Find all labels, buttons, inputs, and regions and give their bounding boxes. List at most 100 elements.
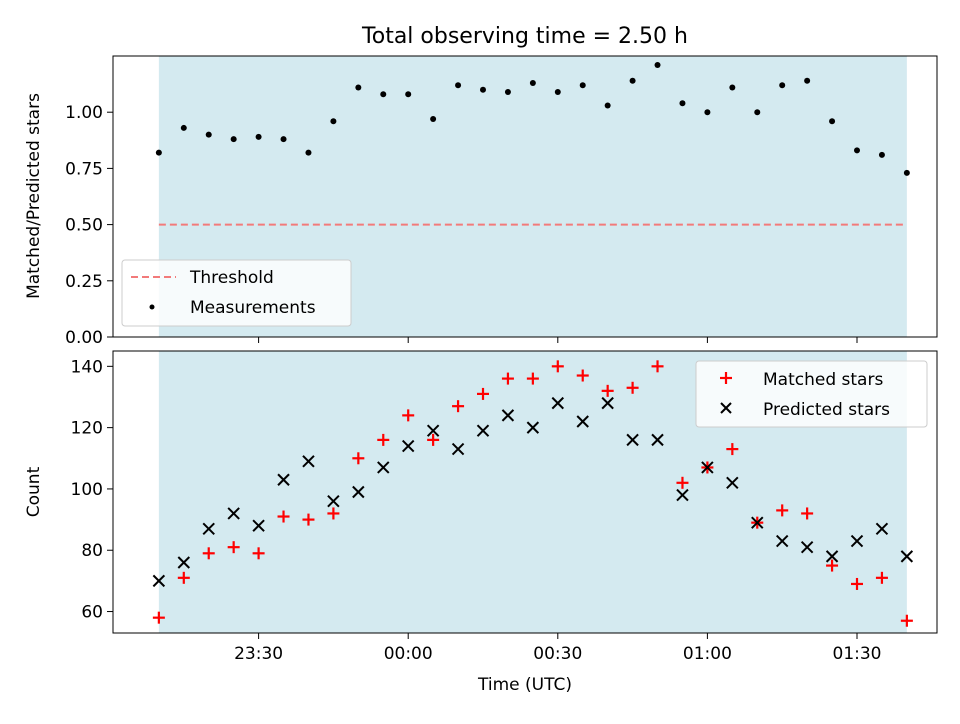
measurement-point	[804, 77, 811, 84]
measurement-point	[504, 88, 511, 95]
predicted-star-point	[701, 461, 714, 474]
predicted-star-point	[775, 534, 789, 548]
measurement-point	[180, 124, 187, 131]
measurement-point	[305, 149, 312, 156]
measurement-point	[554, 88, 561, 95]
predicted-star-point	[451, 442, 465, 456]
matched-star-point	[227, 541, 240, 554]
y-tick-label: 60	[81, 603, 103, 623]
legend-measurements-label: Measurements	[190, 298, 316, 318]
measurements-legend-swatch	[149, 304, 155, 310]
measurement-point	[480, 86, 486, 93]
predicted-star-point	[875, 522, 889, 535]
matched-star-point	[302, 513, 315, 526]
matched-star-point	[726, 443, 739, 456]
bottom-plot-frame	[112, 350, 938, 634]
x-tick-label: 01:00	[683, 644, 732, 664]
measurement-point	[729, 84, 736, 91]
predicted-star-point	[302, 455, 315, 468]
measurement-point	[280, 136, 287, 143]
predicted-star-point	[526, 421, 540, 434]
matched-star-point	[277, 510, 290, 523]
matched-star-point	[801, 507, 814, 520]
chart-title: Total observing time = 2.50 h	[361, 24, 688, 49]
predicted-star-point	[327, 494, 340, 508]
y-tick-label: 140	[71, 357, 103, 377]
predicted-star-point	[476, 424, 490, 437]
matched-legend-swatch	[720, 372, 732, 384]
x-axis-label: Time (UTC)	[477, 675, 572, 695]
matched-star-point	[651, 360, 664, 373]
matched-star-point	[352, 452, 365, 465]
matched-star-point	[501, 372, 514, 385]
predicted-star-point	[726, 476, 739, 490]
top-legend-box	[121, 259, 352, 327]
measurement-point	[654, 61, 661, 68]
matched-star-point	[826, 559, 839, 572]
measurement-point	[529, 79, 536, 86]
predicted-star-point	[377, 461, 390, 474]
predicted-star-point	[252, 519, 265, 532]
predicted-star-point	[601, 396, 614, 410]
measurement-point	[455, 82, 462, 89]
x-tick-label: 23:30	[234, 644, 283, 664]
predicted-star-point	[551, 396, 565, 410]
predicted-star-point	[177, 556, 191, 569]
predicted-star-point	[426, 424, 440, 437]
measurement-point	[629, 77, 636, 84]
x-tick-label: 00:30	[533, 644, 582, 664]
y-tick-label: 80	[81, 541, 103, 561]
measurement-point	[903, 169, 910, 176]
matched-star-point	[252, 547, 265, 560]
measurement-point	[230, 136, 237, 143]
predicted-star-point	[277, 473, 290, 486]
matched-star-point	[526, 372, 539, 385]
predicted-star-point	[651, 433, 664, 447]
y-tick-label: 0.25	[65, 272, 103, 292]
measurement-point	[405, 91, 412, 98]
predicted-star-point	[202, 522, 215, 535]
legend-threshold-label: Threshold	[189, 268, 274, 288]
matched-star-point	[851, 577, 863, 590]
matched-star-point	[626, 381, 639, 394]
matched-star-point	[576, 369, 589, 382]
measurement-point	[155, 149, 162, 156]
matched-star-point	[551, 360, 564, 373]
y-tick-label: 1.00	[65, 103, 103, 123]
y-tick-label: 100	[71, 480, 103, 500]
top-plot-frame	[112, 55, 938, 338]
matched-star-point	[377, 433, 390, 446]
predicted-star-point	[401, 439, 415, 453]
predicted-star-point	[576, 415, 589, 428]
measurement-point	[205, 131, 212, 138]
matched-star-point	[202, 547, 215, 560]
x-tick-label: 00:00	[384, 644, 433, 664]
y-tick-label: 0.50	[65, 216, 103, 236]
predicted-star-point	[152, 574, 166, 588]
matched-star-point	[427, 433, 440, 446]
matched-star-point	[601, 384, 614, 397]
top-y-axis-label: Matched/Predicted stars	[24, 93, 44, 299]
measurement-point	[754, 109, 761, 116]
matched-star-point	[776, 504, 789, 517]
predicted-star-point	[676, 488, 689, 502]
x-tick-label: 01:30	[833, 644, 882, 664]
y-tick-label: 0.00	[65, 328, 103, 348]
measurement-point	[878, 151, 885, 158]
y-tick-label: 120	[71, 419, 103, 439]
measurement-point	[579, 82, 586, 89]
matched-star-point	[152, 611, 165, 624]
predicted-star-point	[900, 550, 914, 563]
measurement-point	[604, 102, 611, 109]
bottom-y-axis-label: Count	[24, 466, 44, 517]
bottom-legend-box	[695, 360, 928, 428]
matched-star-point	[402, 409, 415, 422]
measurement-point	[255, 133, 262, 140]
predicted-star-point	[751, 516, 764, 529]
matched-star-point	[177, 571, 190, 584]
measurement-point	[355, 84, 362, 91]
matched-star-point	[477, 387, 489, 400]
measurement-point	[854, 147, 860, 154]
measurement-point	[430, 115, 437, 122]
